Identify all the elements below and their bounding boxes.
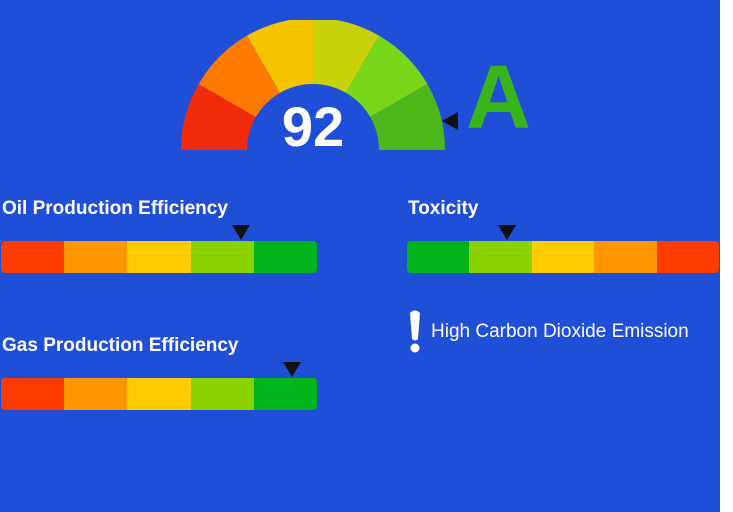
- toxicity-marker-icon: [497, 225, 516, 240]
- scale-segment: [64, 241, 128, 273]
- alert-message: High Carbon Dioxide Emission: [431, 321, 689, 342]
- scale-segment: [469, 241, 532, 273]
- gas-efficiency-scale: [1, 378, 317, 410]
- scale-segment: [656, 241, 719, 273]
- gauge-segment: [370, 84, 445, 150]
- scale-segment: [127, 378, 191, 410]
- scale-segment: [1, 241, 65, 273]
- score-gauge: [181, 20, 445, 150]
- oil-efficiency-marker-icon: [232, 225, 251, 240]
- toxicity-label: Toxicity: [408, 198, 479, 219]
- scale-segment: [253, 378, 317, 410]
- scale-segment: [531, 241, 595, 273]
- gas-efficiency-marker-icon: [282, 362, 301, 377]
- toxicity-scale: [407, 241, 719, 273]
- gas-efficiency-label: Gas Production Efficiency: [2, 335, 239, 356]
- scale-segment: [407, 241, 470, 273]
- scale-segment: [1, 378, 65, 410]
- oil-efficiency-label: Oil Production Efficiency: [2, 198, 228, 219]
- scale-segment: [190, 241, 254, 273]
- exclamation-icon: [410, 310, 420, 353]
- score-value: 92: [281, 95, 345, 158]
- gauge-pointer-icon: [442, 112, 458, 130]
- gauge-segment: [247, 20, 313, 93]
- oil-efficiency-scale: [1, 241, 317, 273]
- scale-segment: [127, 241, 191, 273]
- scale-segment: [253, 241, 317, 273]
- grade-letter: A: [466, 48, 531, 148]
- gauge-segment: [346, 35, 428, 117]
- scale-segment: [190, 378, 254, 410]
- gauge-segment: [313, 20, 379, 93]
- gauge-segment: [198, 35, 280, 117]
- scale-segment: [594, 241, 657, 273]
- gauge-segment: [181, 84, 256, 150]
- scale-segment: [64, 378, 128, 410]
